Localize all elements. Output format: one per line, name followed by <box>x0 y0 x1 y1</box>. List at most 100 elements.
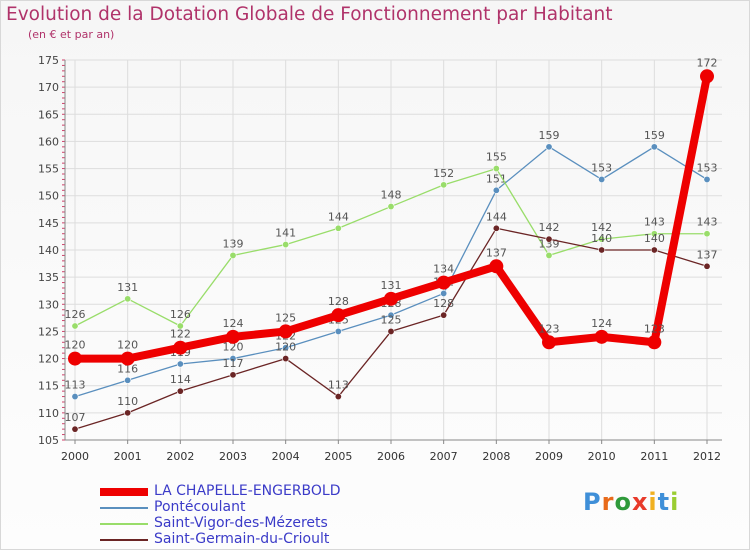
data-point <box>545 143 553 151</box>
data-point <box>387 203 395 211</box>
data-point <box>68 351 82 366</box>
data-label: 142 <box>539 221 560 234</box>
data-point <box>387 327 395 335</box>
y-tick-label: 125 <box>38 325 59 338</box>
y-tick-label: 145 <box>38 217 59 230</box>
data-label: 139 <box>223 237 244 250</box>
y-tick-label: 110 <box>38 407 59 420</box>
data-label: 113 <box>65 379 86 392</box>
data-label: 143 <box>644 216 665 229</box>
y-tick-label: 115 <box>38 380 59 393</box>
x-tick-label: 2001 <box>114 450 142 463</box>
x-tick-label: 2012 <box>693 450 721 463</box>
data-point <box>650 143 658 151</box>
data-point <box>650 246 658 254</box>
data-point <box>387 311 395 319</box>
data-label: 126 <box>65 308 86 321</box>
x-tick-label: 2005 <box>324 450 352 463</box>
data-label: 144 <box>486 210 507 223</box>
data-label: 131 <box>381 279 402 292</box>
x-tick-label: 2010 <box>588 450 616 463</box>
data-label: 117 <box>223 357 244 370</box>
data-point <box>492 186 500 194</box>
data-label: 128 <box>328 295 349 308</box>
data-label: 126 <box>170 308 191 321</box>
data-label: 159 <box>539 129 560 142</box>
data-point <box>650 230 658 238</box>
data-label: 123 <box>644 322 665 335</box>
x-tick-label: 2004 <box>272 450 300 463</box>
data-point <box>492 165 500 173</box>
proxiti-logo: Proxiti <box>583 488 680 516</box>
data-point <box>545 235 553 243</box>
data-point <box>440 181 448 189</box>
data-point <box>282 355 290 363</box>
y-tick-label: 170 <box>38 81 59 94</box>
data-label: 141 <box>275 227 296 240</box>
data-point <box>278 324 293 339</box>
data-label: 120 <box>65 339 86 352</box>
legend-swatch <box>100 523 148 525</box>
data-label: 124 <box>591 317 612 330</box>
data-point <box>176 360 184 368</box>
data-point <box>229 355 237 363</box>
data-point <box>282 241 290 249</box>
legend-label: Saint-Germain-du-Crioult <box>154 531 330 547</box>
data-point <box>489 259 504 274</box>
data-point <box>594 329 609 344</box>
data-label: 125 <box>381 313 402 326</box>
data-label: 107 <box>65 411 86 424</box>
x-tick-label: 2002 <box>166 450 194 463</box>
data-label: 152 <box>433 167 454 180</box>
data-label: 148 <box>381 189 402 202</box>
data-point <box>226 329 240 344</box>
data-label: 172 <box>697 56 718 69</box>
y-tick-label: 155 <box>38 163 59 176</box>
data-point <box>440 289 448 297</box>
legend-label: Pontécoulant <box>154 499 246 515</box>
y-tick-label: 105 <box>38 434 59 447</box>
data-label: 120 <box>117 339 138 352</box>
data-point <box>71 425 79 433</box>
legend-swatch <box>100 507 148 509</box>
data-point <box>124 376 132 384</box>
data-point <box>334 393 342 401</box>
y-tick-label: 140 <box>38 244 59 257</box>
data-point <box>598 235 606 243</box>
data-label: 137 <box>486 246 507 259</box>
data-point <box>440 311 448 319</box>
data-label: 143 <box>697 216 718 229</box>
data-label: 123 <box>539 322 560 335</box>
data-point <box>334 224 342 232</box>
data-point <box>703 175 711 183</box>
data-point <box>282 344 290 352</box>
data-label: 140 <box>591 232 612 245</box>
data-point <box>120 351 135 366</box>
x-tick-label: 2008 <box>482 450 510 463</box>
data-point <box>598 175 606 183</box>
data-label: 122 <box>170 328 191 341</box>
data-point <box>384 291 398 306</box>
data-point <box>71 322 79 330</box>
data-point <box>331 308 346 323</box>
data-label: 131 <box>117 281 138 294</box>
data-label: 137 <box>697 248 718 261</box>
data-label: 116 <box>117 362 138 375</box>
y-tick-label: 135 <box>38 271 59 284</box>
data-label: 124 <box>223 317 244 330</box>
data-label: 110 <box>117 395 138 408</box>
data-point <box>229 251 237 259</box>
y-tick-label: 175 <box>38 54 59 67</box>
x-tick-label: 2009 <box>535 450 563 463</box>
legend-label: Saint-Vigor-des-Mézerets <box>154 515 328 531</box>
data-point <box>229 371 237 379</box>
chart-title: Evolution de la Dotation Globale de Fonc… <box>6 4 613 25</box>
legend-swatch <box>100 539 148 541</box>
data-point <box>492 224 500 232</box>
y-tick-label: 150 <box>38 190 59 203</box>
data-point <box>124 409 132 417</box>
x-tick-label: 2007 <box>430 450 458 463</box>
chart-subtitle: (en € et par an) <box>28 28 115 41</box>
y-tick-label: 165 <box>38 108 59 121</box>
x-tick-label: 2003 <box>219 450 247 463</box>
